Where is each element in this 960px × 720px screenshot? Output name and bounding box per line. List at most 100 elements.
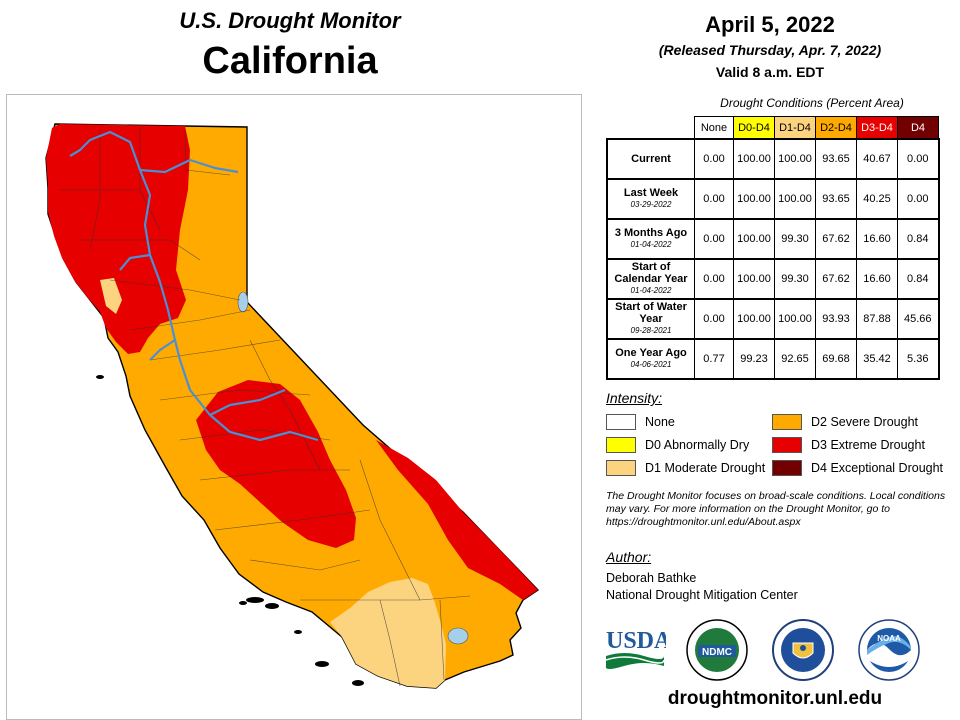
d3-region-north bbox=[46, 124, 190, 354]
table-row: 3 Months Ago 01-04-2022 0.00 100.00 99.30… bbox=[606, 218, 939, 260]
lake-tahoe bbox=[237, 291, 249, 313]
ndmc-logo-text: NDMC bbox=[702, 647, 732, 658]
table-cell: 100.00 bbox=[733, 178, 775, 220]
d3-region-central bbox=[196, 380, 356, 548]
legend-item-d1: D1 Moderate Drought bbox=[606, 459, 765, 477]
noaa-logo: NOAA bbox=[858, 619, 920, 681]
map-subtitle: U.S. Drought Monitor bbox=[179, 8, 401, 33]
legend-swatch bbox=[606, 460, 636, 476]
col-header-d1-d4: D1-D4 bbox=[774, 116, 816, 140]
rivers bbox=[69, 130, 319, 442]
table-cell: 100.00 bbox=[774, 138, 816, 180]
table-row: Current 0.00 100.00 100.00 93.65 40.67 0… bbox=[606, 138, 939, 180]
row-title: Current bbox=[631, 153, 671, 165]
legend-swatch bbox=[772, 414, 802, 430]
table-cell: 67.62 bbox=[815, 218, 857, 260]
map-region-title: California bbox=[202, 40, 378, 82]
table-caption: Drought Conditions (Percent Area) bbox=[720, 96, 904, 110]
legend-swatch bbox=[606, 414, 636, 430]
table-cell: 100.00 bbox=[774, 298, 816, 340]
table-cell: 0.00 bbox=[897, 138, 939, 180]
row-date: 09-28-2021 bbox=[630, 326, 672, 335]
legend-title: Intensity: bbox=[606, 390, 663, 406]
row-title: Start of Water Year bbox=[615, 301, 687, 325]
table-cell: 0.84 bbox=[897, 258, 939, 300]
table-cell: 5.36 bbox=[897, 338, 939, 380]
table-cell: 69.68 bbox=[815, 338, 857, 380]
row-label: Current bbox=[606, 138, 695, 180]
table-row: Last Week 03-29-2022 0.00 100.00 100.00 9… bbox=[606, 178, 939, 220]
legend-item-d4: D4 Exceptional Drought bbox=[772, 459, 943, 477]
legend-item-none: None bbox=[606, 413, 675, 431]
row-title: Last Week bbox=[623, 187, 679, 199]
ndmc-logo: NDMC bbox=[686, 619, 748, 681]
table-cell: 100.00 bbox=[733, 258, 775, 300]
row-label: 3 Months Ago 01-04-2022 bbox=[606, 218, 695, 260]
table-cell: 40.25 bbox=[856, 178, 898, 220]
map-date: April 5, 2022 bbox=[705, 12, 835, 37]
row-date: 01-04-2022 bbox=[630, 286, 672, 295]
table-cell: 87.88 bbox=[856, 298, 898, 340]
drought-conditions-table: None D0-D4 D1-D4 D2-D4 D3-D4 D4 Current … bbox=[606, 116, 940, 380]
table-cell: 99.23 bbox=[733, 338, 775, 380]
table-cell: 0.84 bbox=[897, 218, 939, 260]
table-cell: 67.62 bbox=[815, 258, 857, 300]
table-cell: 93.65 bbox=[815, 138, 857, 180]
row-date: 01-04-2022 bbox=[630, 240, 672, 249]
row-label: Last Week 03-29-2022 bbox=[606, 178, 695, 220]
author-title: Author: bbox=[606, 549, 652, 565]
col-header-d2-d4: D2-D4 bbox=[815, 116, 857, 140]
release-date: (Released Thursday, Apr. 7, 2022) bbox=[658, 42, 882, 58]
noaa-logo-text: NOAA bbox=[877, 634, 901, 643]
table-cell: 100.00 bbox=[733, 298, 775, 340]
legend-label: None bbox=[645, 415, 675, 429]
salton-sea bbox=[447, 627, 469, 645]
d1-pocket-north bbox=[100, 278, 122, 314]
table-cell: 100.00 bbox=[733, 138, 775, 180]
table-cell: 0.00 bbox=[694, 138, 734, 180]
legend-label: D3 Extreme Drought bbox=[811, 438, 925, 452]
legend-item-d3: D3 Extreme Drought bbox=[772, 436, 925, 454]
channel-islands bbox=[96, 375, 364, 686]
table-cell: 100.00 bbox=[774, 178, 816, 220]
row-label: One Year Ago 04-06-2021 bbox=[606, 338, 695, 380]
table-cell: 16.60 bbox=[856, 218, 898, 260]
legend-label: D4 Exceptional Drought bbox=[811, 461, 944, 475]
legend-swatch bbox=[772, 437, 802, 453]
legend-label: D2 Severe Drought bbox=[811, 415, 919, 429]
valid-time: Valid 8 a.m. EDT bbox=[715, 64, 825, 80]
legend-item-d2: D2 Severe Drought bbox=[772, 413, 918, 431]
table-cell: 0.00 bbox=[694, 218, 734, 260]
table-row: Start of Calendar Year 01-04-2022 0.00 10… bbox=[606, 258, 939, 300]
row-title: One Year Ago bbox=[615, 347, 687, 359]
table-cell: 0.00 bbox=[897, 178, 939, 220]
table-corner bbox=[607, 117, 695, 140]
website-url[interactable]: droughtmonitor.unl.edu bbox=[667, 688, 883, 709]
table-cell: 40.67 bbox=[856, 138, 898, 180]
usda-logo: USDA bbox=[605, 628, 666, 669]
county-lines bbox=[60, 127, 471, 687]
commerce-seal-logo bbox=[772, 619, 834, 681]
legend-label: D1 Moderate Drought bbox=[645, 461, 766, 475]
table-cell: 0.00 bbox=[694, 298, 734, 340]
table-cell: 0.00 bbox=[694, 258, 734, 300]
table-cell: 93.65 bbox=[815, 178, 857, 220]
col-header-d3-d4: D3-D4 bbox=[856, 116, 898, 140]
d3-region-east bbox=[376, 440, 538, 600]
usda-logo-text: USDA bbox=[606, 628, 666, 654]
table-cell: 0.77 bbox=[694, 338, 734, 380]
col-header-d4: D4 bbox=[897, 116, 939, 140]
table-cell: 99.30 bbox=[774, 218, 816, 260]
table-cell: 99.30 bbox=[774, 258, 816, 300]
table-cell: 0.00 bbox=[694, 178, 734, 220]
col-header-d0-d4: D0-D4 bbox=[733, 116, 775, 140]
row-title: Start of Calendar Year bbox=[614, 261, 688, 285]
legend-label: D0 Abnormally Dry bbox=[645, 438, 750, 452]
table-row: One Year Ago 04-06-2021 0.77 99.23 92.65 … bbox=[606, 338, 939, 380]
author-org: National Drought Mitigation Center bbox=[606, 588, 798, 602]
table-cell: 35.42 bbox=[856, 338, 898, 380]
author-name: Deborah Bathke bbox=[606, 571, 697, 585]
legend-swatch bbox=[606, 437, 636, 453]
table-cell: 92.65 bbox=[774, 338, 816, 380]
row-label: Start of Water Year 09-28-2021 bbox=[606, 298, 695, 340]
